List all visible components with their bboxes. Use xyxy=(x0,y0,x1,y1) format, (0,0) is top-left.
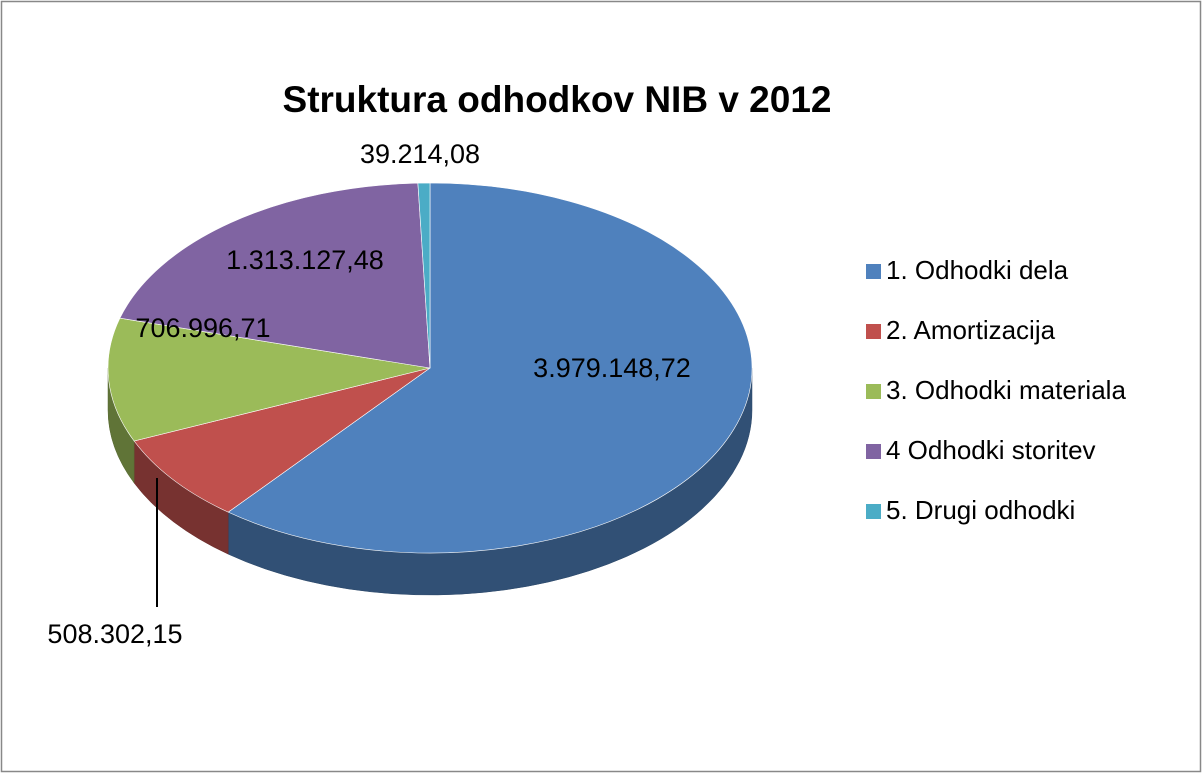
data-label: 39.214,08 xyxy=(360,139,480,169)
data-label: 508.302,15 xyxy=(47,619,182,649)
pie-slice xyxy=(417,182,431,369)
legend-swatch xyxy=(866,264,881,279)
pie-slice xyxy=(119,182,431,369)
pie-slice xyxy=(107,317,431,442)
data-label: 1.313.127,48 xyxy=(226,245,384,275)
pie-slice xyxy=(227,182,753,554)
legend-label: 3. Odhodki materiala xyxy=(886,375,1126,405)
pie-slice xyxy=(133,367,431,513)
chart-title: Struktura odhodkov NIB v 2012 xyxy=(283,79,832,120)
legend-label: 1. Odhodki dela xyxy=(886,255,1069,285)
legend-swatch xyxy=(866,384,881,399)
legend-label: 2. Amortizacija xyxy=(886,315,1056,345)
legend-swatch xyxy=(866,504,881,519)
legend-swatch xyxy=(866,324,881,339)
legend-label: 4 Odhodki storitev xyxy=(886,435,1096,465)
legend-label: 5. Drugi odhodki xyxy=(886,495,1075,525)
legend-swatch xyxy=(866,444,881,459)
data-label: 3.979.148,72 xyxy=(533,353,691,383)
data-label: 706.996,71 xyxy=(135,313,270,343)
